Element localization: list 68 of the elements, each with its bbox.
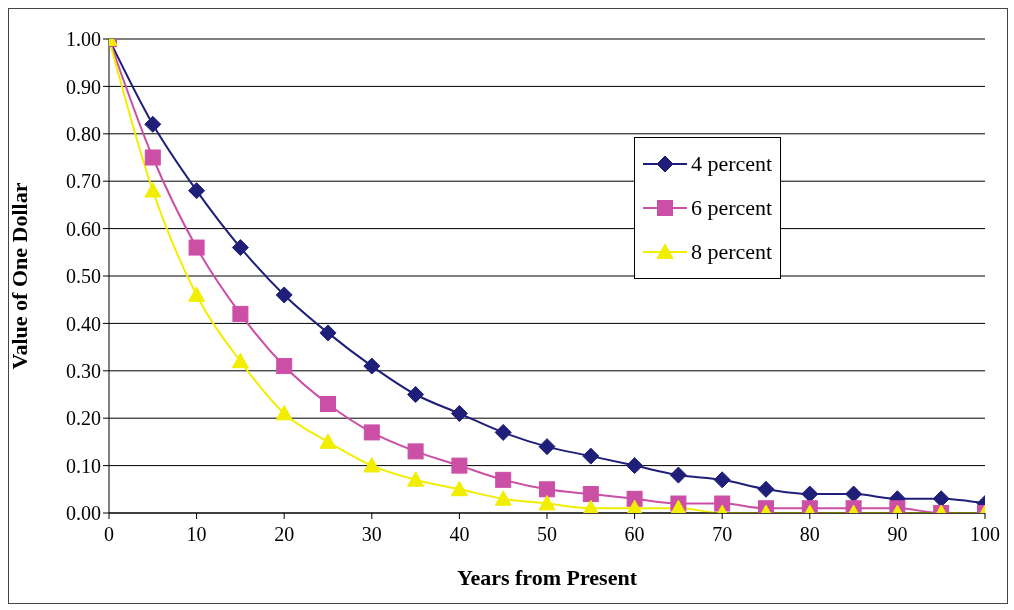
point	[582, 447, 600, 465]
point	[407, 471, 425, 487]
y-tick-label: 0.30	[66, 359, 101, 382]
y-tick-label: 0.10	[66, 454, 101, 477]
point	[319, 433, 337, 449]
x-tick-label: 20	[274, 523, 295, 546]
point	[231, 352, 249, 369]
point	[363, 424, 380, 441]
x-tick-label: 40	[449, 523, 470, 546]
y-tick-label: 0.90	[66, 75, 101, 98]
x-tick-label: 10	[186, 523, 207, 546]
point	[494, 423, 512, 441]
point	[582, 499, 600, 513]
point	[188, 182, 206, 200]
point	[495, 471, 512, 488]
point	[450, 480, 468, 497]
legend-label: 6 percent	[691, 195, 773, 221]
x-tick-label: 100	[970, 523, 1000, 546]
y-axis-title: Value of One Dollar	[6, 182, 32, 370]
point	[801, 485, 819, 503]
point	[188, 286, 206, 302]
point	[231, 239, 249, 257]
point	[144, 115, 162, 133]
point	[626, 499, 644, 513]
y-tick-label: 0.20	[66, 407, 101, 430]
x-tick-label: 50	[537, 523, 557, 546]
point	[451, 457, 468, 474]
point	[494, 490, 512, 506]
y-tick-label: 0.60	[66, 217, 101, 240]
legend-label: 4 percent	[691, 151, 773, 177]
y-tick-label: 0.50	[66, 265, 101, 288]
y-tick-label: 0.70	[66, 170, 101, 193]
x-axis-title: Years from Present	[456, 565, 638, 590]
point	[538, 438, 556, 456]
point	[407, 386, 425, 403]
x-tick-label: 80	[799, 523, 820, 546]
x-tick-label: 30	[361, 523, 382, 546]
point	[144, 149, 161, 166]
point	[320, 395, 336, 412]
x-tick-label: 0	[104, 523, 114, 546]
x-tick-label: 90	[887, 523, 908, 546]
y-tick-label: 1.00	[66, 28, 101, 51]
point	[757, 480, 775, 498]
point	[144, 182, 162, 198]
point	[188, 239, 205, 256]
x-tick-label: 70	[712, 523, 733, 546]
point	[319, 324, 337, 342]
point	[276, 358, 293, 375]
point	[363, 357, 381, 375]
point	[232, 305, 249, 322]
point	[669, 466, 687, 484]
point	[582, 486, 599, 503]
point	[539, 481, 555, 498]
y-tick-label: 0.00	[66, 502, 101, 525]
point	[363, 457, 381, 473]
point	[538, 495, 556, 511]
point	[450, 404, 468, 422]
y-tick-label: 0.80	[66, 122, 101, 145]
point	[407, 443, 424, 460]
point	[275, 286, 293, 304]
point	[626, 457, 644, 475]
point	[275, 404, 293, 421]
x-tick-label: 60	[624, 523, 645, 546]
legend-label: 8 percent	[691, 239, 773, 265]
point	[669, 499, 687, 513]
y-tick-label: 0.40	[66, 312, 101, 335]
point	[845, 485, 863, 503]
point	[713, 471, 731, 489]
